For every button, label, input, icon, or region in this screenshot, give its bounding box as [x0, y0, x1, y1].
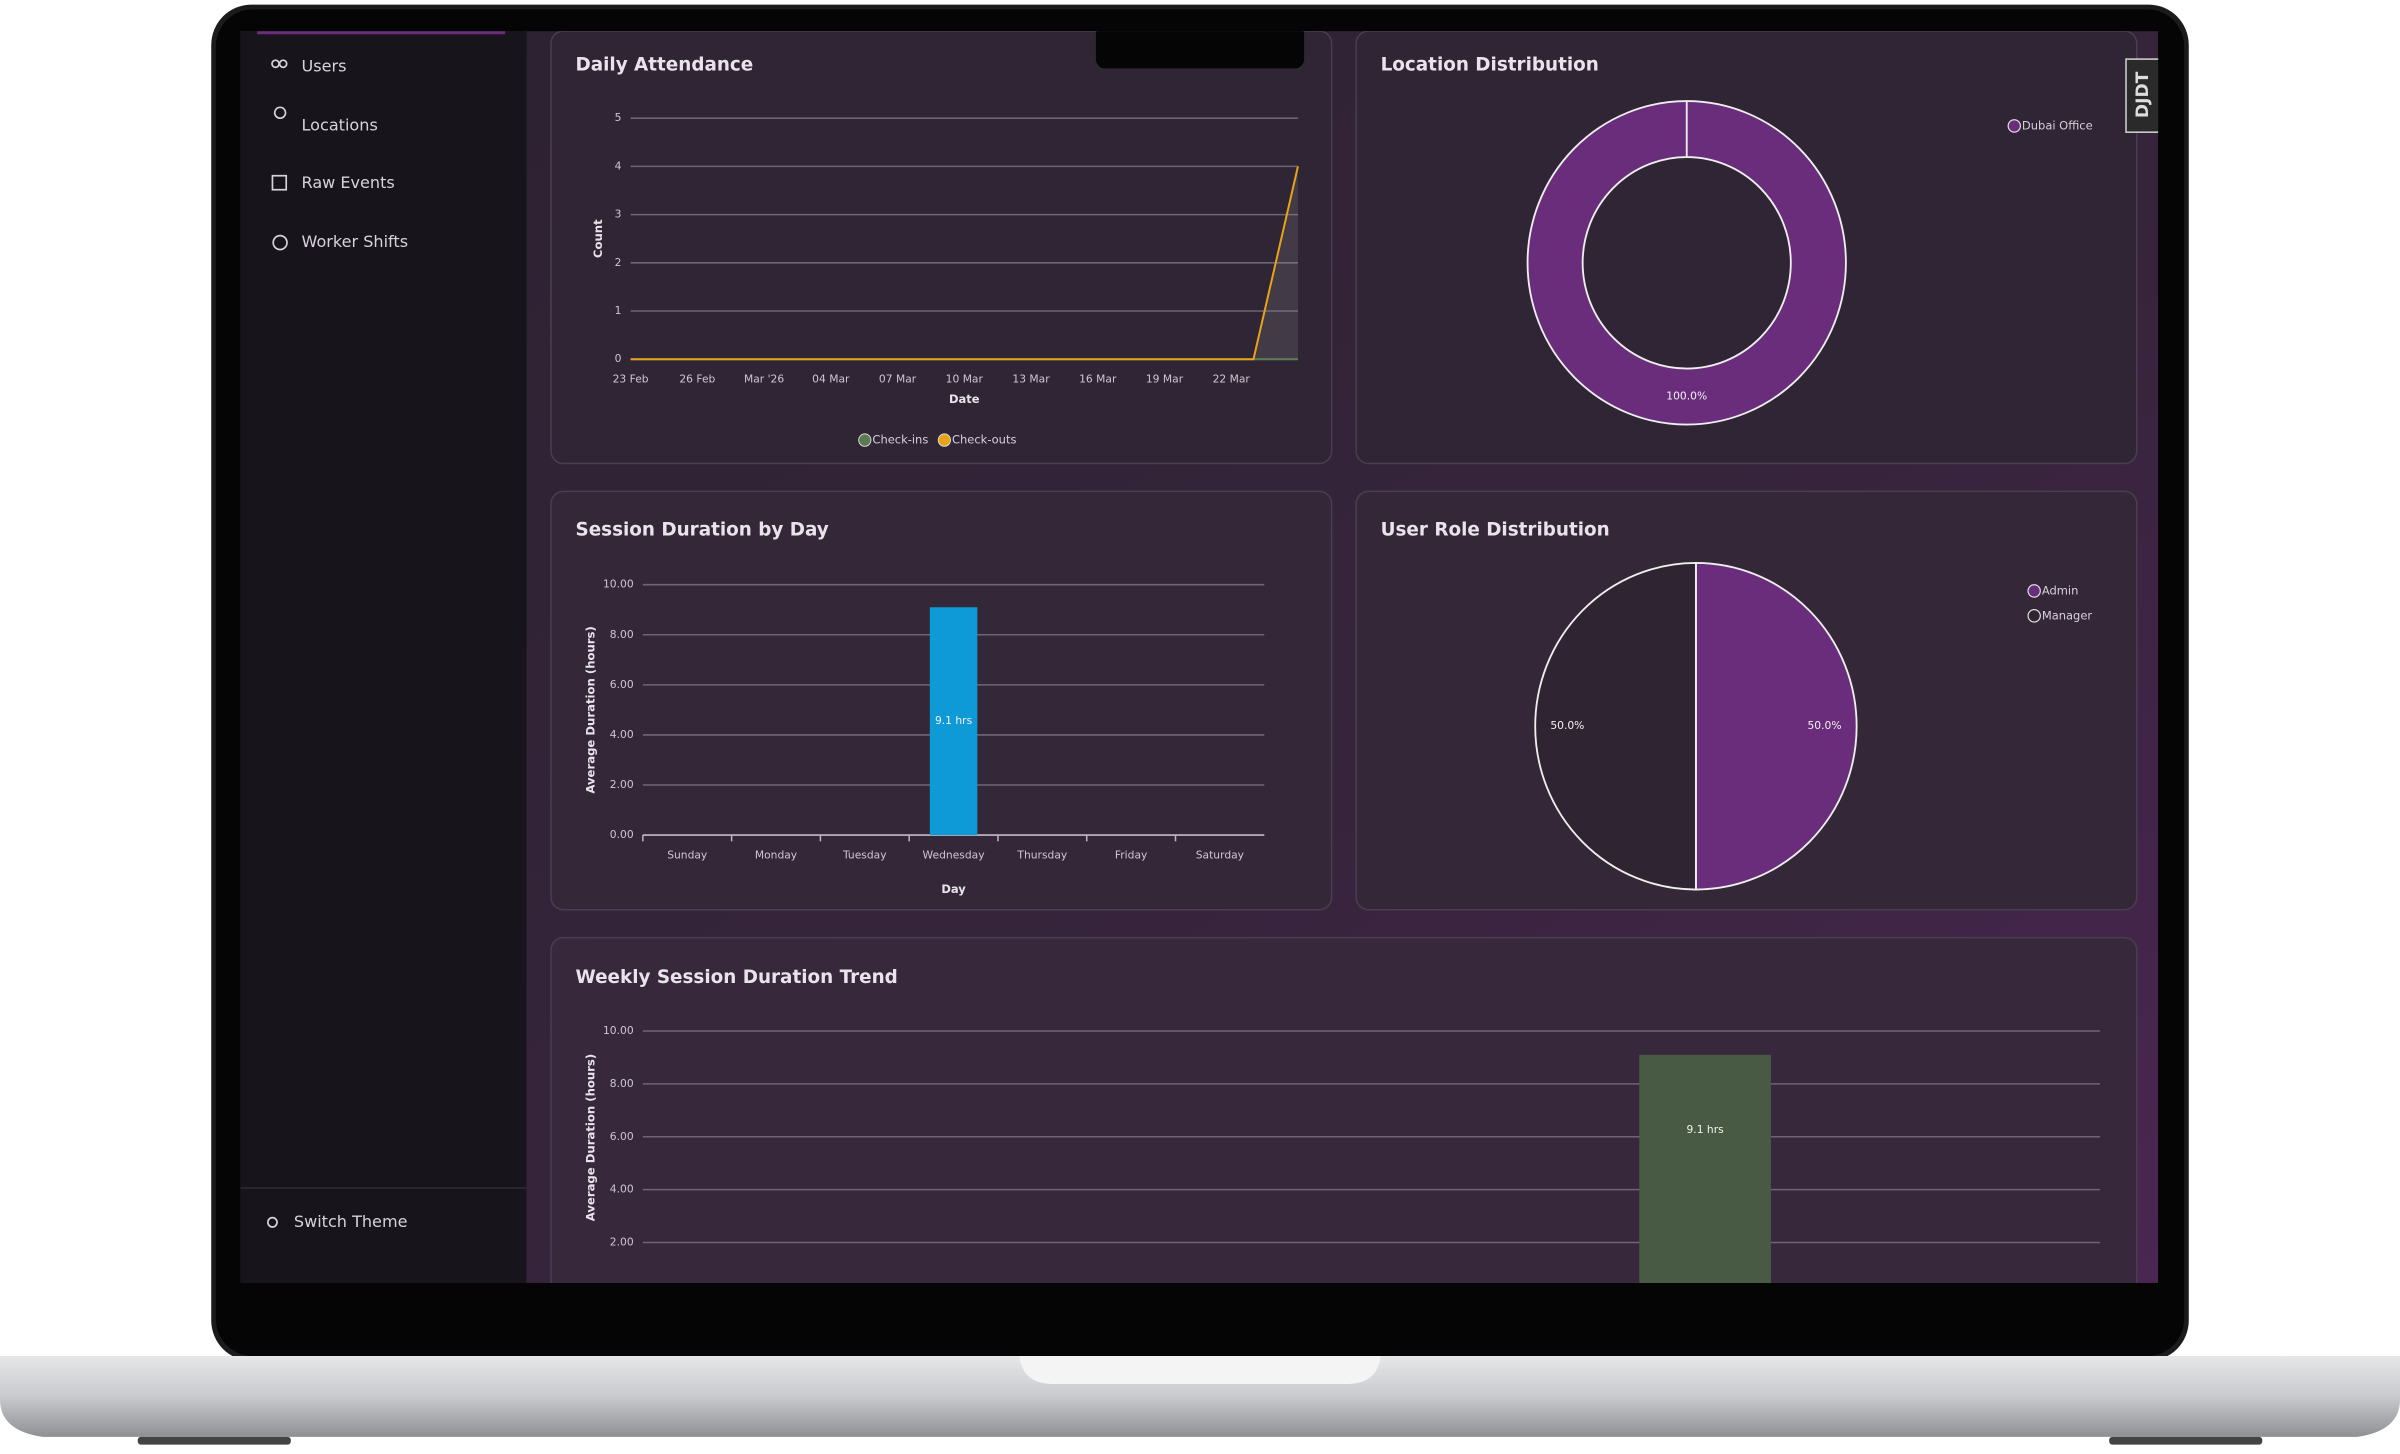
- theme-icon: [267, 1216, 278, 1228]
- nav-item[interactable]: Raw Events: [302, 173, 395, 192]
- y-tick-label: 8.00: [610, 628, 634, 641]
- y-tick-label: 5: [615, 111, 622, 124]
- y-axis-label: Average Duration (hours): [583, 1054, 597, 1221]
- chart-title: Daily Attendance: [576, 54, 754, 75]
- slice: [1526, 100, 1847, 426]
- bar-value-label: 9.1 hrs: [935, 714, 973, 727]
- y-tick-label: 10.00: [603, 1024, 634, 1037]
- slice-label: 50.0%: [1550, 719, 1584, 732]
- nav-item[interactable]: Switch Theme: [294, 1212, 408, 1231]
- y-tick-label: 1: [615, 304, 622, 317]
- y-tick-label: 6.00: [610, 1130, 634, 1143]
- legend-label: Manager: [2042, 608, 2093, 622]
- legend-label: Admin: [2042, 583, 2079, 597]
- chart-title: User Role Distribution: [1381, 519, 1610, 540]
- legend-marker: [858, 433, 872, 447]
- legend-marker: [2027, 608, 2041, 623]
- camera-notch: [1095, 31, 1305, 69]
- badge-text[interactable]: DJDT: [2133, 71, 2153, 118]
- bar: [929, 607, 978, 836]
- legend-marker: [2007, 119, 2022, 133]
- y-tick-label: 0.00: [610, 828, 634, 841]
- slice: [1534, 562, 1697, 891]
- x-tick-label: Tuesday: [842, 848, 887, 861]
- card: [1355, 31, 2138, 465]
- foot: [2109, 1436, 2263, 1445]
- x-tick-label: 10 Mar: [946, 372, 984, 385]
- x-tick-label: 22 Mar: [1213, 372, 1251, 385]
- legend-label: Dubai Office: [2022, 118, 2093, 132]
- y-tick-label: 3: [615, 208, 622, 221]
- sidebar-icons: [267, 59, 288, 1228]
- x-tick-label: Wednesday: [923, 848, 986, 861]
- foot: [137, 1436, 291, 1445]
- shifts-icon: [272, 234, 288, 251]
- y-tick-label: 6.00: [610, 678, 634, 691]
- y-tick-label: 0: [615, 352, 622, 365]
- chart-title: Session Duration by Day: [576, 519, 829, 540]
- legend-marker: [2027, 584, 2041, 598]
- y-tick-label: 2.00: [610, 778, 634, 791]
- x-tick-label: 16 Mar: [1079, 372, 1117, 385]
- y-axis-label: Count: [591, 219, 605, 258]
- bar: [1639, 1054, 1771, 1283]
- slice-label: 50.0%: [1807, 719, 1841, 732]
- x-axis-label: Day: [941, 882, 966, 896]
- chart-title: Weekly Session Duration Trend: [576, 967, 898, 988]
- y-tick-label: 2: [615, 256, 622, 269]
- users-icon: [278, 59, 288, 69]
- nav-item[interactable]: Locations: [302, 115, 378, 134]
- slice-label: 100.0%: [1666, 389, 1707, 402]
- chart-title: Location Distribution: [1381, 54, 1599, 75]
- debug-toolbar-badge[interactable]: [2125, 58, 2160, 133]
- x-tick-label: Mar '26: [744, 372, 784, 385]
- series-line: [630, 166, 1299, 361]
- x-tick-label: Thursday: [1016, 848, 1067, 861]
- card: [550, 31, 1333, 465]
- y-tick-label: 10.00: [603, 578, 634, 591]
- x-tick-label: Monday: [755, 848, 798, 861]
- legend-marker: [937, 433, 951, 447]
- y-axis-label: Average Duration (hours): [583, 626, 597, 793]
- sidebar: [240, 31, 527, 1283]
- x-tick-label: 04 Mar: [812, 372, 850, 385]
- nav-item[interactable]: Worker Shifts: [302, 232, 409, 251]
- y-tick-label: 2.00: [610, 1235, 634, 1248]
- x-tick-label: 13 Mar: [1012, 372, 1050, 385]
- x-tick-label: 23 Feb: [613, 372, 649, 385]
- x-tick-label: Friday: [1115, 848, 1148, 861]
- laptop-base: [0, 1356, 2400, 1437]
- y-tick-label: 4: [615, 159, 622, 172]
- x-tick-label: Saturday: [1196, 848, 1245, 861]
- card: [550, 936, 2138, 1283]
- nav-item[interactable]: Users: [302, 56, 347, 75]
- legend-label: Check-ins: [872, 433, 928, 447]
- x-tick-label: 19 Mar: [1146, 372, 1184, 385]
- slice: [1695, 562, 1858, 891]
- base-notch: [1019, 1356, 1381, 1385]
- y-tick-label: 4.00: [610, 1183, 634, 1196]
- y-tick-label: 8.00: [610, 1077, 634, 1090]
- events-icon: [271, 174, 288, 191]
- legend-label: Check-outs: [952, 433, 1016, 447]
- y-tick-label: 4.00: [610, 728, 634, 741]
- x-tick-label: Sunday: [667, 848, 708, 861]
- bar-value-label: 9.1 hrs: [1686, 1123, 1724, 1136]
- x-tick-label: 07 Mar: [879, 372, 917, 385]
- location-icon: [273, 106, 287, 120]
- x-axis-label: Date: [949, 392, 980, 406]
- screen: Users Locations Raw Events Worker Shifts…: [240, 31, 2160, 1283]
- x-tick-label: 26 Feb: [679, 372, 715, 385]
